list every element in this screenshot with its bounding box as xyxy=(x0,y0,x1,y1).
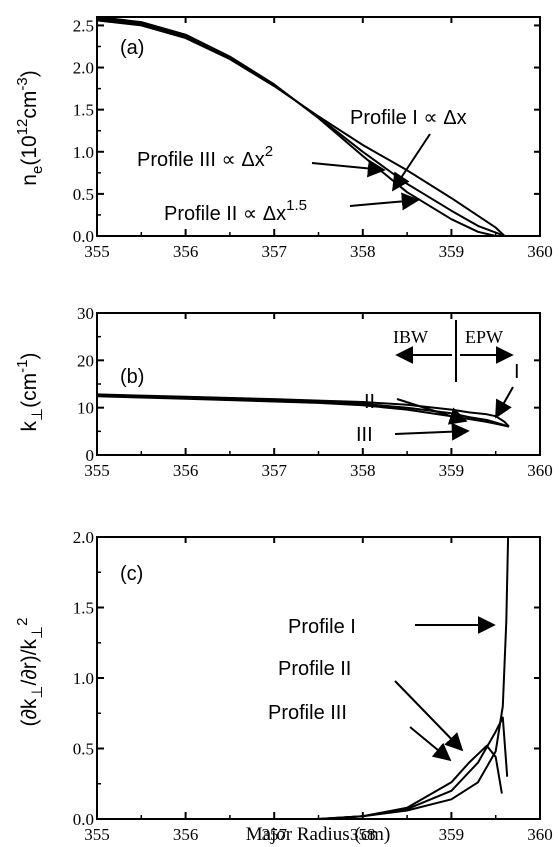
y-tick-label: 1.5 xyxy=(73,101,94,120)
y-tick-label: 0.5 xyxy=(73,185,94,204)
panel-b-label: (b) xyxy=(120,366,144,388)
y-tick-label: 2.5 xyxy=(73,16,94,35)
panel-c-series xyxy=(318,536,510,820)
x-tick-label: 360 xyxy=(527,242,553,261)
series-line-b-3 xyxy=(96,395,510,428)
annotation-b-i: I xyxy=(514,361,520,383)
y-tick-label: 0.0 xyxy=(73,227,94,246)
y-tick-label: 1.0 xyxy=(73,143,94,162)
panel-a-ylabel: ne(1012cm-3) xyxy=(14,70,46,185)
y-tick-label: 0 xyxy=(86,446,95,465)
x-tick-label: 358 xyxy=(350,242,376,261)
y-tick-label: 2.0 xyxy=(73,528,94,547)
panel-a: 355 356 357 358 359 360 0.0 0.5 1.0 1.5 2.0 2.5 (a)… xyxy=(14,16,553,261)
panel-c-label: (c) xyxy=(120,563,143,585)
x-tick-label: 358 xyxy=(350,461,376,480)
x-axis-label: Major Radius (cm) xyxy=(246,824,391,845)
x-tick-label: 360 xyxy=(527,461,553,480)
x-tick-label: 355 xyxy=(84,461,110,480)
annotation-b-iii: III xyxy=(356,424,373,446)
panel-b: 355 356 357 358 359 360 0 10 20 30 (b) k⊥(cm-1) I… xyxy=(14,304,553,480)
arrow-c-profile-iii xyxy=(409,726,452,762)
y-tick-label: 30 xyxy=(77,304,94,323)
x-tick-label: 355 xyxy=(84,825,110,844)
annotation-profile-iii: Profile III ∝ Δx2 xyxy=(137,143,273,171)
y-tick-label: 1.5 xyxy=(73,599,94,618)
panel-c-ticks: 355 356 357 358 359 360 0.0 0.5 1.0 1.5 2.0 xyxy=(73,528,553,844)
annotation-ibw: IBW xyxy=(393,327,428,347)
y-tick-label: 20 xyxy=(77,351,94,370)
arrow-c-profile-ii xyxy=(394,680,464,752)
series-line-b-1 xyxy=(96,393,510,428)
annotation-c-profile-i: Profile I xyxy=(288,616,356,638)
y-tick-label: 0.0 xyxy=(73,810,94,829)
x-tick-label: 357 xyxy=(261,461,287,480)
x-tick-label: 357 xyxy=(261,825,287,844)
arrow-profile-i xyxy=(392,133,431,192)
x-tick-label: 357 xyxy=(261,242,287,261)
arrow-b-iii xyxy=(394,422,470,441)
x-tick-label: 359 xyxy=(439,242,465,261)
annotation-profile-i: Profile I ∝ Δx xyxy=(350,107,467,129)
arrow-b-i xyxy=(495,386,514,419)
y-tick-label: 0.5 xyxy=(73,740,94,759)
annotation-c-profile-ii: Profile II xyxy=(278,658,351,680)
panel-a-ticks: 355 356 357 358 359 360 0.0 0.5 1.0 1.5 2.0 2.5 xyxy=(73,16,553,261)
panel-c-ylabel: (∂k⊥/∂r)/k⊥2 xyxy=(14,618,46,727)
x-tick-label: 356 xyxy=(173,461,199,480)
x-tick-label: 358 xyxy=(350,825,376,844)
panel-c: 355 356 357 358 359 360 0.0 0.5 1.0 1.5 2.0 (c) (∂… xyxy=(14,528,553,845)
annotation-b-ii: II xyxy=(364,391,375,413)
annotation-epw: EPW xyxy=(465,327,503,347)
panel-a-series xyxy=(96,16,506,237)
series-line-a-2 xyxy=(96,17,505,237)
panel-a-label: (a) xyxy=(120,37,144,59)
x-tick-label: 355 xyxy=(84,242,110,261)
arrow-profile-iii xyxy=(311,159,386,178)
annotation-c-profile-iii: Profile III xyxy=(268,702,347,724)
series-line-a-3 xyxy=(96,16,496,237)
arrow-b-ii xyxy=(396,398,468,425)
x-tick-label: 359 xyxy=(439,461,465,480)
panel-b-series xyxy=(96,393,510,428)
panel-b-ylabel: k⊥(cm-1) xyxy=(14,353,46,432)
arrow-profile-ii xyxy=(349,192,420,211)
y-tick-label: 10 xyxy=(77,399,94,418)
x-tick-label: 356 xyxy=(173,242,199,261)
series-line-c-3 xyxy=(318,744,503,820)
x-tick-label: 356 xyxy=(173,825,199,844)
x-tick-label: 360 xyxy=(527,825,553,844)
y-tick-label: 1.0 xyxy=(73,669,94,688)
annotation-profile-ii: Profile II ∝ Δx1.5 xyxy=(164,197,307,225)
x-tick-label: 359 xyxy=(439,825,465,844)
y-tick-label: 2.0 xyxy=(73,59,94,78)
panel-b-ticks: 355 356 357 358 359 360 0 10 20 30 xyxy=(77,304,553,480)
